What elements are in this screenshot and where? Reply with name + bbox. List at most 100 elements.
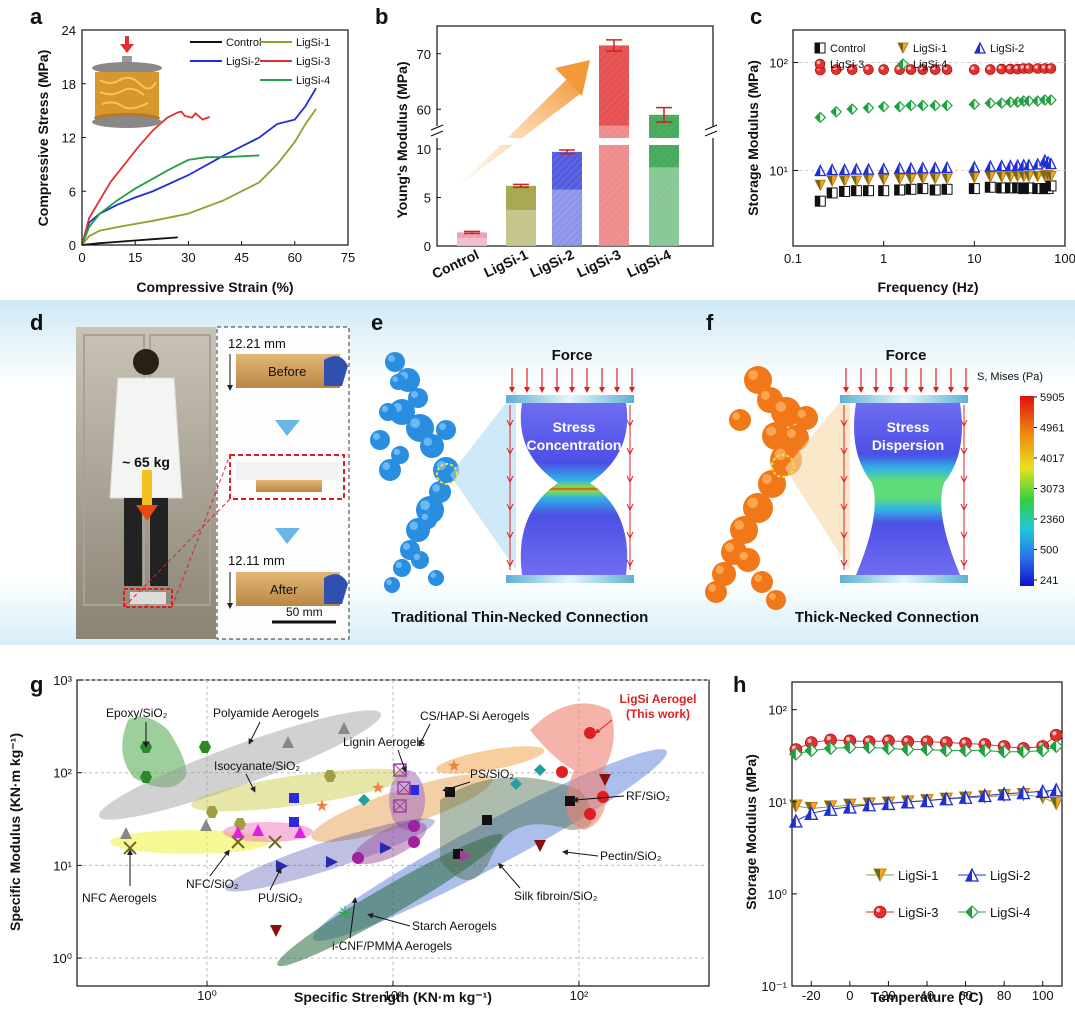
- axes-frame-c: [792, 29, 1066, 247]
- y-tick-a: 12: [62, 131, 76, 146]
- thin-neck-particle-chain: [370, 352, 459, 593]
- sample-before: [236, 354, 340, 388]
- point-down-triangle: [599, 774, 611, 786]
- material-labels: Epoxy/SiO₂ Polyamide Aerogels CS/HAP-Si …: [82, 692, 696, 953]
- x-tick-c: 100: [1054, 251, 1075, 266]
- series-group-a: [81, 87, 317, 246]
- panel-f: f Force Stress Dispersion Thick-Necked C…: [705, 310, 1064, 626]
- point-square: [565, 796, 575, 806]
- point-down-triangle: [534, 840, 546, 852]
- panel-label-e: e: [371, 310, 383, 335]
- label-icnf: i-CNF/PMMA Aerogels: [332, 939, 452, 953]
- point-diamond: [510, 778, 522, 790]
- point-circle: [408, 836, 420, 848]
- label-ps: PS/SiO₂: [470, 767, 514, 781]
- x-tick-h: -20: [802, 988, 821, 1003]
- y-axis-label-c: Storage Modulus (MPa): [745, 60, 761, 216]
- series-line-control: [81, 236, 178, 246]
- point-triangle: [282, 736, 294, 748]
- panel-label-f: f: [706, 310, 714, 335]
- bars-b: [438, 39, 712, 246]
- caption-f: Thick-Necked Connection: [795, 609, 979, 626]
- force-arrows-e: [506, 368, 635, 570]
- after-thickness: 12.11 mm: [228, 553, 285, 568]
- point-ligsi-3: [863, 64, 874, 75]
- y-tick-g: 10⁰: [52, 951, 72, 966]
- legend-c: Control LigSi-1 LigSi-2 LigSi-3 LigSi-4: [814, 41, 1024, 71]
- y-tick-b: 70: [417, 47, 431, 62]
- x-tick-b: LigSi-4: [624, 246, 673, 280]
- colorbar-value: 4017: [1040, 453, 1064, 465]
- legend-label: LigSi-4: [990, 905, 1030, 920]
- x-tick-a: 30: [181, 250, 195, 265]
- before-thickness: 12.21 mm: [228, 336, 286, 351]
- legend-label: LigSi-2: [990, 43, 1024, 55]
- y-tick-b: 0: [424, 239, 431, 254]
- x-axis-label-a: Compressive Strain (%): [136, 279, 293, 295]
- stress-label-e: Stress: [553, 419, 596, 435]
- point-triangle: [200, 819, 212, 831]
- bottom-plate-e: [506, 575, 634, 583]
- dispersion-label: Dispersion: [872, 437, 944, 453]
- y-axis-label-h: Storage Modulus (MPa): [743, 754, 759, 910]
- legend-label: LigSi-3: [296, 56, 330, 68]
- x-tick-g: 10⁰: [197, 988, 217, 1003]
- point-star: ★: [315, 798, 329, 815]
- x-tick-a: 75: [341, 250, 355, 265]
- particle: [428, 570, 444, 586]
- label-isocyanate: Isocyanate/SiO₂: [214, 759, 300, 773]
- point-right-triangle: [326, 856, 338, 868]
- point-hexagon: [140, 771, 152, 783]
- stress-dispersion-model: [854, 403, 962, 575]
- label-thiswork: (This work): [626, 707, 690, 721]
- particle: [379, 403, 397, 421]
- legend-label: LigSi-1: [913, 43, 947, 55]
- particle: [385, 352, 405, 372]
- zoom-box: [229, 454, 345, 500]
- particle: [729, 409, 751, 431]
- x-tick-a: 0: [78, 250, 85, 265]
- point-star: ★: [447, 758, 461, 775]
- colorbar-value: 241: [1040, 575, 1058, 587]
- point-square: [453, 849, 463, 859]
- y-tick-a: 6: [69, 184, 76, 199]
- caption-e: Traditional Thin-Necked Connection: [392, 609, 649, 626]
- series-line-ligsi-3: [81, 110, 210, 246]
- increase-arrow-head: [555, 60, 590, 96]
- y-tick-b: 60: [417, 102, 431, 117]
- series-line-ligsi-4: [81, 154, 260, 246]
- y-tick-h: 10⁻¹: [761, 979, 787, 994]
- down-arrow-1: [275, 420, 300, 436]
- y-tick-g: 10¹: [53, 858, 72, 873]
- point-ligsi-3: [878, 64, 889, 75]
- colorbar-labels: 5905 4961 4017 3073 2360 500 241: [1034, 392, 1064, 587]
- legend-label: LigSi-4: [913, 59, 947, 71]
- x-tick-a: 45: [234, 250, 248, 265]
- point-ligsi-3: [984, 64, 996, 75]
- particle: [766, 590, 786, 610]
- legend-label: LigSi-2: [226, 56, 260, 68]
- y-tick-c: 10²: [769, 56, 788, 71]
- x-tick-a: 15: [128, 250, 142, 265]
- x-tick-b: LigSi-1: [481, 246, 530, 280]
- legend-a: Control LigSi-1 LigSi-2 LigSi-3 LigSi-4: [190, 37, 330, 87]
- point-triangle: [252, 824, 264, 836]
- legend-label: LigSi-3: [830, 59, 864, 71]
- label-pointers: [127, 721, 625, 939]
- point-diamond: [534, 764, 546, 776]
- particle: [384, 577, 400, 593]
- particle: [411, 551, 429, 569]
- y-tick-a: 0: [69, 238, 76, 253]
- colorbar-value: 3073: [1040, 484, 1064, 496]
- increase-arrow: [460, 78, 580, 185]
- colorbar-value: 500: [1040, 545, 1058, 557]
- y-axis-label-a: Compressive Stress (MPa): [35, 50, 51, 227]
- x-tick-b: Control: [429, 246, 481, 282]
- panel-e: e Force Stress Concentration Traditional…: [370, 310, 648, 626]
- x-tick-c: 0.1: [784, 251, 802, 266]
- point-circle: [584, 727, 596, 739]
- legend-marker-ligsi-3: [814, 58, 826, 70]
- point-asterisk: ✳: [337, 903, 352, 923]
- y-tick-c: 10¹: [769, 164, 788, 179]
